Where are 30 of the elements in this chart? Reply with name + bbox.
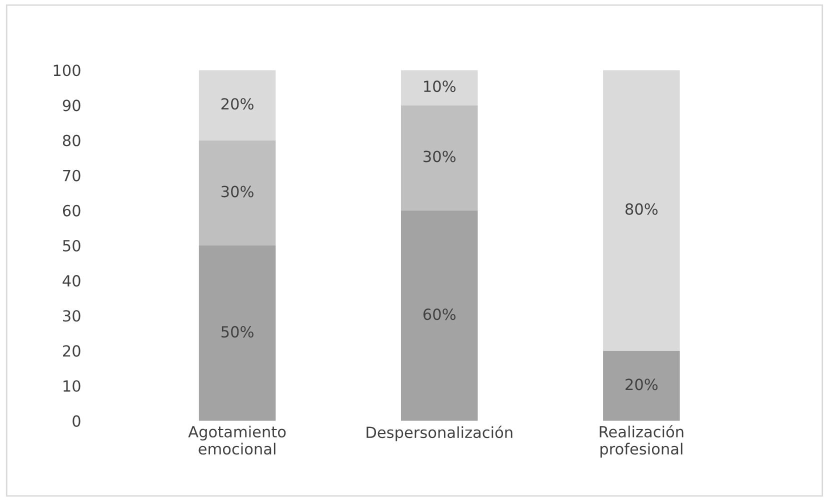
data-label: 30% bbox=[221, 186, 254, 198]
y-tick-label: 40 bbox=[62, 275, 80, 287]
data-label: 30% bbox=[424, 150, 456, 162]
data-label: 50% bbox=[222, 326, 254, 338]
y-tick-label: 70 bbox=[63, 170, 80, 182]
x-tick-label: Agotamiento emocional bbox=[188, 426, 286, 455]
y-tick-label: 0 bbox=[72, 415, 80, 427]
bar bbox=[400, 105, 478, 210]
y-tick-label: 80 bbox=[62, 134, 80, 146]
bar bbox=[400, 70, 478, 106]
data-label: 20% bbox=[626, 378, 658, 390]
bar bbox=[603, 70, 680, 351]
data-label: 10% bbox=[424, 80, 456, 92]
bar bbox=[400, 210, 478, 421]
bar bbox=[198, 140, 276, 246]
y-tick-label: 50 bbox=[63, 240, 80, 252]
data-label: 60% bbox=[423, 308, 456, 320]
bar bbox=[603, 350, 680, 421]
data-label: 20% bbox=[221, 98, 254, 110]
y-tick-label: 100 bbox=[54, 64, 80, 76]
y-tick-label: 20 bbox=[63, 345, 80, 357]
bar bbox=[198, 245, 276, 421]
data-label: 80% bbox=[625, 203, 658, 215]
y-tick-label: 90 bbox=[62, 100, 80, 112]
x-tick-label: Realización profesional bbox=[600, 425, 684, 458]
y-tick-label: 30 bbox=[63, 310, 80, 322]
bar bbox=[198, 70, 276, 140]
x-tick-label: Despersonalización bbox=[366, 426, 512, 442]
y-tick-label: 10 bbox=[64, 380, 80, 392]
y-tick-label: 60 bbox=[62, 204, 80, 216]
